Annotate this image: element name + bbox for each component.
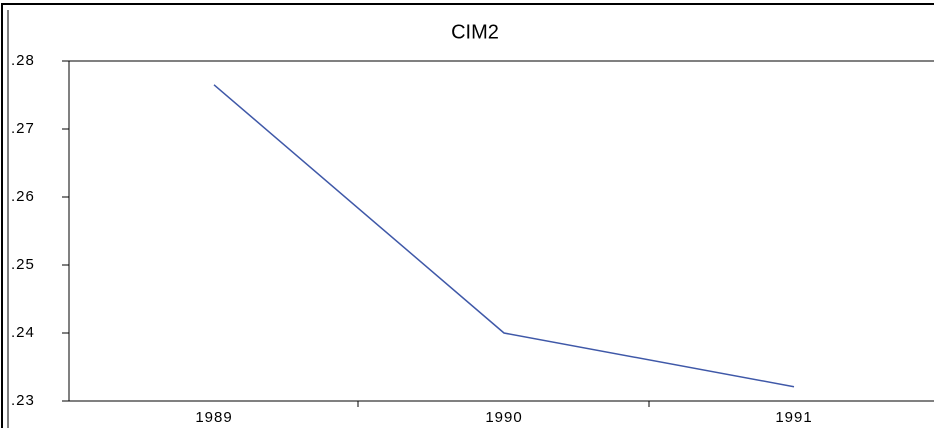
x-tick-label: 1989 [195, 409, 232, 426]
x-tick-label: 1991 [775, 409, 812, 426]
plot-frame [68, 60, 934, 402]
y-tick-label: .23 [11, 392, 35, 409]
y-tick-label: .26 [11, 188, 35, 205]
x-tick-label: 1990 [485, 409, 522, 426]
y-tick-label: .24 [11, 324, 35, 341]
y-tick-label: .25 [11, 256, 35, 273]
y-tick-label: .27 [11, 120, 35, 137]
data-line [213, 84, 795, 388]
y-tick-label: .28 [11, 52, 35, 69]
chart-title: CIM2 [451, 21, 499, 43]
